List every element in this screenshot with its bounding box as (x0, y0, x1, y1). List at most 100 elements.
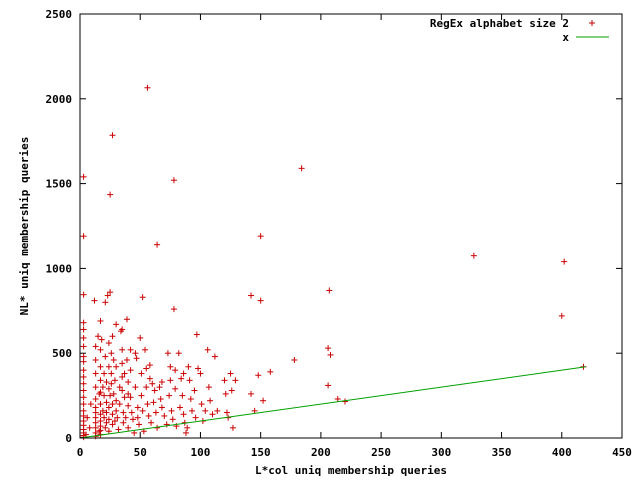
data-point (127, 367, 134, 374)
data-point (341, 398, 348, 405)
legend: RegEx alphabet size 2 x (430, 17, 609, 44)
data-point (291, 356, 298, 363)
data-point (334, 395, 341, 402)
data-point (92, 424, 99, 431)
data-point (113, 363, 120, 370)
data-point (207, 397, 214, 404)
data-point (228, 387, 235, 394)
data-point (255, 372, 262, 379)
data-point (561, 258, 568, 265)
data-point (170, 177, 177, 184)
data-point (127, 346, 134, 353)
data-point (120, 409, 127, 416)
data-point (158, 379, 165, 386)
data-point (144, 84, 151, 91)
data-point (122, 414, 129, 421)
data-point (103, 409, 110, 416)
data-point (191, 387, 198, 394)
data-point (187, 395, 194, 402)
data-point (133, 355, 140, 362)
data-point (327, 351, 334, 358)
data-point (172, 385, 179, 392)
data-point (257, 233, 264, 240)
data-point (97, 363, 104, 370)
data-point (211, 353, 218, 360)
legend-marker-scatter (589, 20, 595, 26)
data-point (125, 402, 132, 409)
data-point (143, 384, 150, 391)
data-point (125, 379, 132, 386)
data-point (326, 287, 333, 294)
data-point (80, 367, 87, 374)
data-point (189, 407, 196, 414)
data-point (144, 401, 151, 408)
data-point (221, 377, 228, 384)
data-point (142, 346, 149, 353)
data-point (151, 387, 158, 394)
data-point (80, 412, 87, 419)
data-point (105, 404, 112, 411)
data-point (111, 418, 118, 425)
data-point (229, 424, 236, 431)
data-point (80, 401, 87, 408)
data-point (175, 350, 182, 357)
x-tick-label: 400 (552, 446, 572, 459)
data-point (202, 407, 209, 414)
data-point (113, 321, 120, 328)
data-point (91, 297, 98, 304)
data-point (119, 360, 126, 367)
y-tick-label: 500 (52, 347, 72, 360)
data-point (97, 418, 104, 425)
data-point (325, 345, 332, 352)
data-point (80, 319, 87, 326)
data-point (470, 252, 477, 259)
reference-line-group (79, 366, 586, 439)
data-point (119, 326, 126, 333)
data-point (80, 380, 87, 387)
data-point (143, 365, 150, 372)
data-point (103, 399, 110, 406)
data-point (195, 365, 202, 372)
x-axis-label: L*col uniq membership queries (255, 464, 447, 477)
data-point (102, 299, 109, 306)
data-point (119, 346, 126, 353)
axis-ticks: 0 50 100 150 200 250 300 350 400 450 0 500 1000 1500 2… (46, 8, 632, 459)
data-point (166, 392, 173, 399)
data-point (248, 292, 255, 299)
y-tick-label: 1000 (46, 262, 73, 275)
data-point (180, 411, 187, 418)
data-point (139, 407, 146, 414)
plot-frame (79, 13, 623, 439)
data-point (114, 414, 121, 421)
data-point (116, 401, 123, 408)
data-point (125, 390, 132, 397)
data-point (192, 414, 199, 421)
x-tick-label: 350 (492, 446, 512, 459)
data-point (146, 375, 153, 382)
data-point (80, 353, 87, 360)
data-point (149, 380, 156, 387)
x-tick-label: 100 (191, 446, 211, 459)
data-point (92, 409, 99, 416)
data-point (178, 375, 185, 382)
data-point (80, 407, 87, 414)
data-point (80, 373, 87, 380)
data-point (152, 409, 159, 416)
x-tick-label: 150 (251, 446, 271, 459)
data-point (132, 384, 139, 391)
data-point (129, 416, 136, 423)
data-point (80, 326, 87, 333)
data-point (110, 390, 117, 397)
data-point (105, 416, 112, 423)
x-tick-label: 250 (371, 446, 391, 459)
y-tick-label: 0 (65, 432, 72, 445)
data-point (109, 401, 116, 408)
data-point (185, 363, 192, 370)
data-point (102, 424, 109, 431)
data-point (138, 370, 145, 377)
data-point (97, 401, 104, 408)
data-point (113, 397, 120, 404)
y-axis-label: NL* uniq membership queries (18, 137, 31, 316)
data-point (161, 412, 168, 419)
data-point (179, 392, 186, 399)
